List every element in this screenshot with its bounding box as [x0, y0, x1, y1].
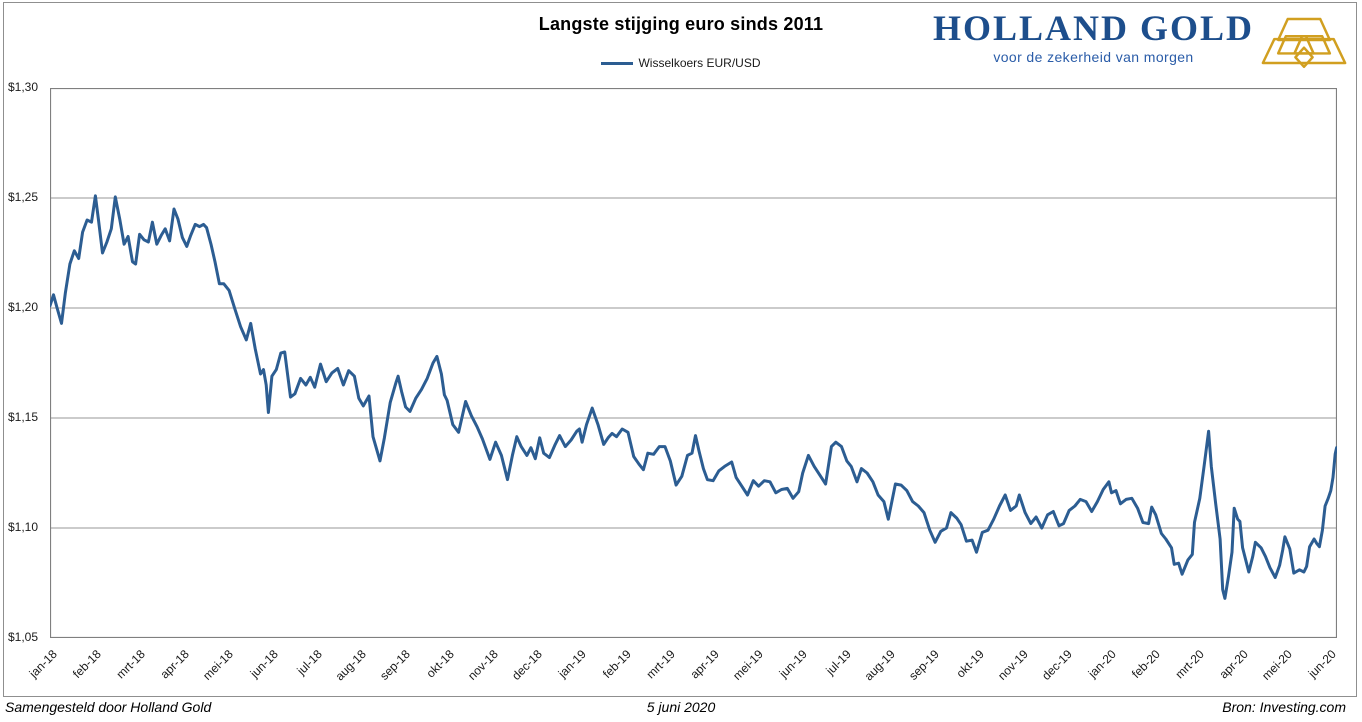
chart-title: Langste stijging euro sinds 2011 — [538, 14, 824, 34]
y-axis-label: $1,05 — [8, 630, 39, 644]
legend: Wisselkoers EUR/USD — [0, 56, 1362, 70]
chart-plot-area — [50, 88, 1337, 638]
y-axis-label: $1,10 — [8, 520, 39, 534]
holland-gold-logo: HOLLAND GOLD voor de zekerheid van morge… — [933, 8, 1348, 70]
gold-bars-shapes — [1261, 17, 1347, 69]
footer-date: 5 juni 2020 — [646, 699, 716, 715]
gold-bars-icon — [1261, 17, 1347, 69]
logo-text-column: HOLLAND GOLD voor de zekerheid van morge… — [933, 8, 1254, 65]
logo-tagline: voor de zekerheid van morgen — [993, 49, 1194, 65]
figure-border — [3, 2, 1357, 697]
y-axis-label: $1,30 — [8, 80, 39, 94]
legend-line-icon — [601, 61, 634, 65]
y-axis-label: $1,15 — [8, 410, 39, 424]
footer-credit: Samengesteld door Holland Gold — [5, 699, 212, 715]
footer-source: Bron: Investing.com — [1222, 699, 1346, 715]
y-axis-label: $1,20 — [8, 300, 39, 314]
eurusd-line — [50, 194, 1337, 600]
y-axis-label: $1,25 — [8, 190, 39, 204]
legend-label: Wisselkoers EUR/USD — [638, 56, 761, 70]
plot-border — [50, 88, 1337, 638]
logo-name: HOLLAND GOLD — [932, 8, 1254, 48]
